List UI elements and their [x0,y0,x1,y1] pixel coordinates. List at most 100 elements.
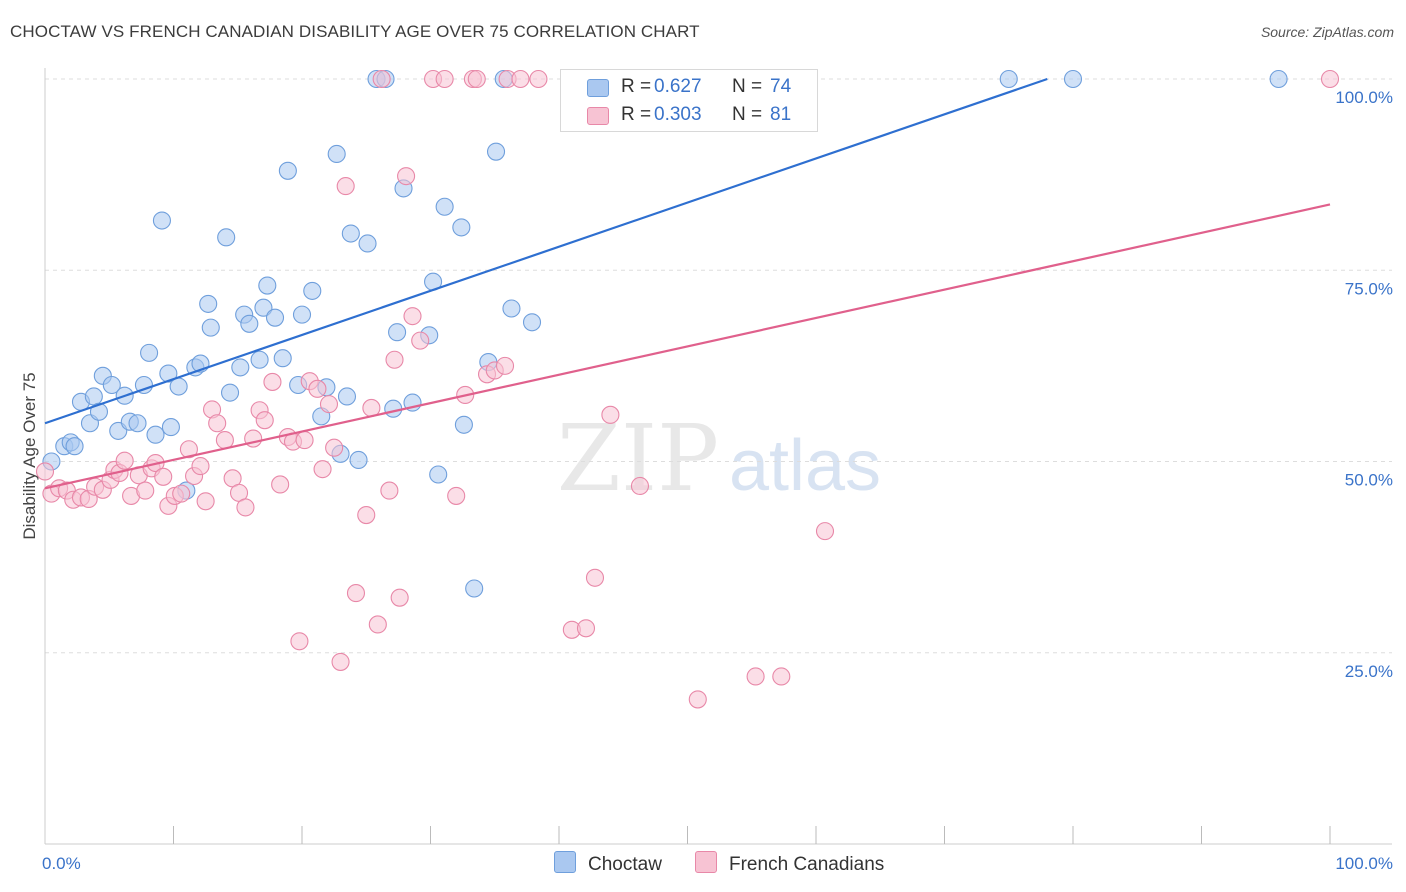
legend-row-french: R = 0.303 N = 81 [561,101,817,129]
data-point-choctaw [161,418,180,437]
data-point-french [435,69,454,89]
data-point-choctaw [349,450,368,470]
trend-line-french [44,203,1331,490]
data-point-choctaw [217,228,236,247]
data-point-french [255,411,274,430]
chart-source: Source: ZipAtlas.com [1260,24,1394,40]
data-point-choctaw [220,383,240,402]
data-point-french [380,481,399,500]
data-point-choctaw [1063,69,1083,89]
data-point-french [447,486,466,505]
legend-n-label: N = [732,104,763,125]
x-tick-label: 0.0% [42,854,81,873]
data-point-choctaw [201,318,220,337]
data-point-french [271,475,290,494]
data-point-choctaw [337,387,357,406]
data-point-french [390,588,409,607]
data-point-french [585,568,605,587]
data-point-choctaw [265,308,285,327]
data-point-french [313,460,332,479]
watermark-atlas: atlas [729,426,881,506]
data-point-choctaw [146,425,165,444]
data-point-french [295,431,314,450]
data-point-choctaw [199,294,218,313]
y-tick-label: 50.0% [1345,471,1393,490]
data-point-choctaw [1269,69,1288,89]
data-point-french [136,481,155,500]
bottom-legend-french: French Canadians [695,851,884,876]
data-point-french [191,457,210,476]
data-point-choctaw [140,343,159,362]
data-point-choctaw [258,276,277,295]
data-point-choctaw [128,414,147,433]
data-point-french [397,167,416,186]
x-tick-label: 100.0% [1335,854,1393,873]
data-point-french [411,331,430,350]
data-point-choctaw [303,281,322,300]
data-point-french [630,476,650,496]
bottom-legend-swatch-choctaw [554,851,576,873]
data-point-french [325,438,344,457]
data-point-choctaw [486,142,506,161]
data-point-french [403,307,422,326]
data-point-choctaw [152,211,171,230]
chart-title: CHOCTAW VS FRENCH CANADIAN DISABILITY AG… [10,22,700,41]
data-point-choctaw [134,375,153,395]
data-point-choctaw [502,299,521,318]
bottom-legend-label-choctaw: Choctaw [588,854,662,875]
data-point-french [372,69,391,89]
legend-r-label: R = [621,76,652,97]
data-point-french [196,492,215,511]
data-point-french [529,69,548,89]
data-point-french [172,484,191,503]
data-point-choctaw [278,161,297,180]
data-point-choctaw [231,358,250,377]
data-point-french [290,632,309,651]
data-point-french [357,505,376,525]
data-point-choctaw [429,465,448,484]
data-point-choctaw [240,314,259,333]
data-point-french [1320,69,1340,89]
legend-n-label: N = [732,76,763,97]
data-point-french [746,667,765,686]
bottom-legend-choctaw: Choctaw [554,851,662,876]
correlation-legend: R = 0.627 N = 74 R = 0.303 N = 81 [560,69,818,132]
y-tick-label: 75.0% [1345,279,1393,298]
watermark-zip: ZIP [557,405,719,512]
data-point-french [263,372,282,391]
data-point-french [511,69,530,89]
data-point-french [179,440,198,459]
data-point-french [154,467,173,486]
data-point-choctaw [454,415,473,434]
data-point-french [495,356,515,375]
legend-n-value: 74 [770,76,792,97]
data-point-french [576,619,596,638]
bottom-legend-label-french: French Canadians [729,854,885,875]
data-point-choctaw [358,234,377,253]
data-point-choctaw [384,399,403,418]
data-point-french [601,405,620,424]
data-point-choctaw [452,218,471,237]
data-point-choctaw [388,323,407,342]
data-point-choctaw [254,298,273,317]
legend-swatch-choctaw [587,79,609,97]
data-point-choctaw [89,402,109,421]
data-point-french [208,414,227,433]
data-point-french [319,395,339,414]
legend-r-value: 0.627 [654,76,702,97]
data-point-french [35,462,55,481]
legend-row-choctaw: R = 0.627 N = 74 [561,73,817,101]
data-point-french [772,667,791,686]
data-point-french [688,690,707,709]
data-point-choctaw [522,313,542,332]
data-point-french [815,522,835,541]
data-point-choctaw [250,350,269,369]
data-point-french [115,451,134,470]
bottom-legend-swatch-french [695,851,717,873]
data-point-choctaw [84,387,103,406]
data-point-french [467,69,486,89]
data-point-french [331,652,350,671]
data-point-french [336,177,355,196]
data-point-choctaw [292,305,312,324]
